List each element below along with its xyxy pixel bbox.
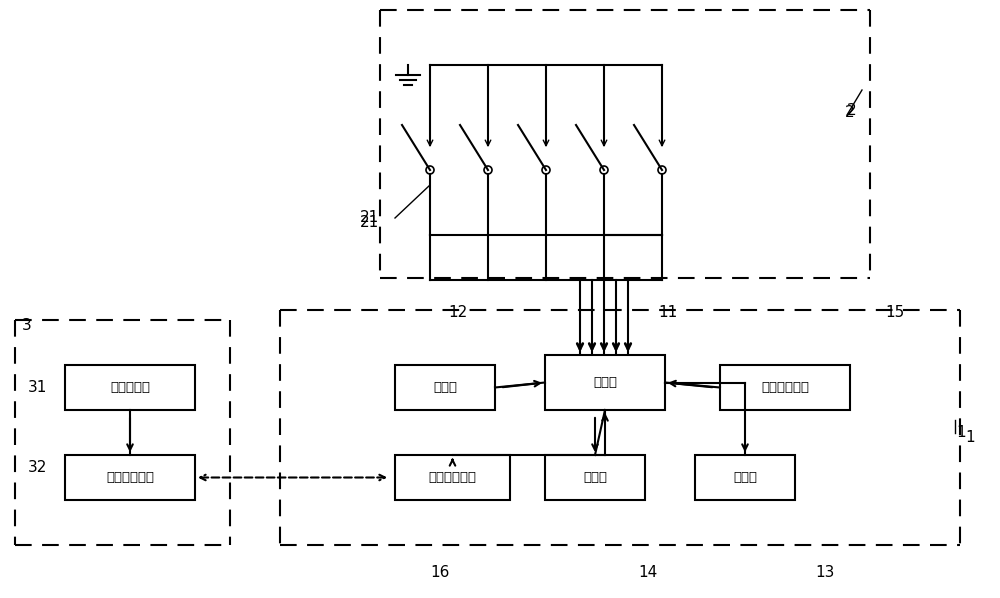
Text: 32: 32 bbox=[28, 460, 47, 475]
Text: 1: 1 bbox=[956, 425, 966, 440]
Text: 第一蓝牙模块: 第一蓝牙模块 bbox=[428, 471, 477, 484]
Bar bbox=[545, 455, 645, 500]
Text: 显示器: 显示器 bbox=[733, 471, 757, 484]
Bar bbox=[695, 455, 795, 500]
Text: 21: 21 bbox=[360, 210, 379, 225]
Bar bbox=[395, 455, 510, 500]
Text: 3: 3 bbox=[22, 318, 32, 333]
Bar bbox=[65, 365, 195, 410]
Text: 播音器: 播音器 bbox=[583, 471, 607, 484]
Text: 2: 2 bbox=[847, 103, 857, 118]
Text: 31: 31 bbox=[28, 380, 47, 395]
Text: 2: 2 bbox=[845, 105, 855, 120]
Bar bbox=[545, 355, 665, 410]
Text: 1: 1 bbox=[965, 430, 975, 445]
Text: 14: 14 bbox=[638, 565, 657, 580]
Text: 心率检测器: 心率检测器 bbox=[110, 381, 150, 394]
Bar bbox=[720, 365, 850, 410]
Text: 摄像头: 摄像头 bbox=[433, 381, 457, 394]
Text: 16: 16 bbox=[430, 565, 449, 580]
Bar bbox=[65, 455, 195, 500]
Bar bbox=[395, 365, 495, 410]
Text: 12: 12 bbox=[448, 305, 467, 320]
Text: 15: 15 bbox=[885, 305, 904, 320]
Text: 超声波传感器: 超声波传感器 bbox=[761, 381, 809, 394]
Text: 11: 11 bbox=[658, 305, 677, 320]
Text: 21: 21 bbox=[360, 215, 379, 230]
Text: 13: 13 bbox=[815, 565, 834, 580]
Text: 第二蓝牙模块: 第二蓝牙模块 bbox=[106, 471, 154, 484]
Text: 处理器: 处理器 bbox=[593, 376, 617, 389]
